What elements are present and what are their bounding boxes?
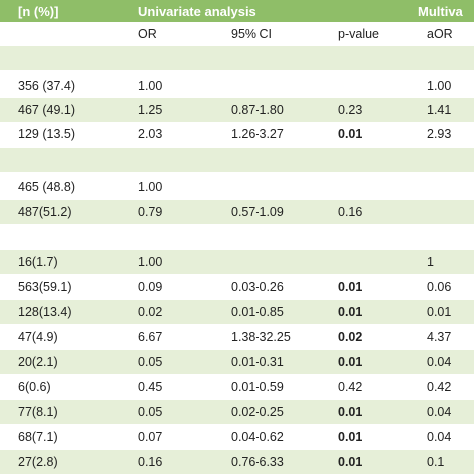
or-cell: 0.79	[138, 205, 163, 219]
table-row: 6(0.6) 0.45 0.01-0.59 0.42 0.42	[0, 375, 474, 399]
ci-cell: 0.03-0.26	[231, 280, 284, 294]
ci-cell: 0.57-1.09	[231, 205, 284, 219]
ci-cell: 0.01-0.31	[231, 355, 284, 369]
n-percent-header: [n (%)]	[18, 3, 59, 19]
table-row	[0, 46, 474, 70]
table-row: 16(1.7) 1.00 1	[0, 250, 474, 274]
aor-column-header: aOR	[427, 27, 453, 41]
pvalue-cell: 0.01	[338, 405, 363, 419]
table-row: 68(7.1) 0.07 0.04-0.62 0.01 0.04	[0, 425, 474, 449]
ci-cell: 1.38-32.25	[231, 330, 291, 344]
n-cell: 465 (48.8)	[18, 180, 75, 194]
or-column-header: OR	[138, 27, 157, 41]
or-cell: 0.05	[138, 355, 163, 369]
ci-cell: 0.01-0.59	[231, 380, 284, 394]
or-cell: 0.45	[138, 380, 163, 394]
table-row: 465 (48.8) 1.00	[0, 175, 474, 199]
or-cell: 0.07	[138, 430, 163, 444]
univariate-analysis-header: Univariate analysis	[138, 3, 256, 19]
or-cell: 1.00	[138, 180, 163, 194]
ci-cell: 1.26-3.27	[231, 127, 284, 141]
pvalue-cell: 0.23	[338, 103, 363, 117]
table-subheader-row: OR 95% CI p-value aOR	[0, 22, 474, 46]
or-cell: 1.00	[138, 255, 163, 269]
n-cell: 356 (37.4)	[18, 79, 75, 93]
aor-cell: 0.1	[427, 455, 445, 469]
ci-cell: 0.04-0.62	[231, 430, 284, 444]
aor-cell: 0.06	[427, 280, 452, 294]
pvalue-column-header: p-value	[338, 27, 379, 41]
n-cell: 16(1.7)	[18, 255, 58, 269]
n-cell: 77(8.1)	[18, 405, 58, 419]
or-cell: 0.16	[138, 455, 163, 469]
pvalue-cell: 0.01	[338, 455, 363, 469]
pvalue-cell: 0.01	[338, 127, 363, 141]
or-cell: 2.03	[138, 127, 163, 141]
ci-cell: 0.76-6.33	[231, 455, 284, 469]
or-cell: 1.00	[138, 79, 163, 93]
or-cell: 0.02	[138, 305, 163, 319]
ci-cell: 0.02-0.25	[231, 405, 284, 419]
ci-cell: 0.87-1.80	[231, 103, 284, 117]
table-row: 77(8.1) 0.05 0.02-0.25 0.01 0.04	[0, 400, 474, 424]
or-cell: 6.67	[138, 330, 163, 344]
aor-cell: 1.00	[427, 79, 452, 93]
aor-cell: 0.01	[427, 305, 452, 319]
table-row: 129 (13.5) 2.03 1.26-3.27 0.01 2.93	[0, 122, 474, 146]
table-row: 20(2.1) 0.05 0.01-0.31 0.01 0.04	[0, 350, 474, 374]
aor-cell: 0.42	[427, 380, 452, 394]
pvalue-cell: 0.01	[338, 280, 363, 294]
table-row	[0, 148, 474, 172]
table-row: 467 (49.1) 1.25 0.87-1.80 0.23 1.41	[0, 98, 474, 122]
table-row: 356 (37.4) 1.00 1.00	[0, 74, 474, 98]
n-cell: 487(51.2)	[18, 205, 72, 219]
aor-cell: 0.04	[427, 405, 452, 419]
n-cell: 563(59.1)	[18, 280, 72, 294]
table-row: 563(59.1) 0.09 0.03-0.26 0.01 0.06	[0, 275, 474, 299]
ci-column-header: 95% CI	[231, 27, 272, 41]
pvalue-cell: 0.01	[338, 430, 363, 444]
n-cell: 47(4.9)	[18, 330, 58, 344]
aor-cell: 1	[427, 255, 434, 269]
pvalue-cell: 0.02	[338, 330, 363, 344]
n-cell: 129 (13.5)	[18, 127, 75, 141]
table-header-row: [n (%)] Univariate analysis Multiva	[0, 0, 474, 22]
n-cell: 27(2.8)	[18, 455, 58, 469]
aor-cell: 0.04	[427, 355, 452, 369]
pvalue-cell: 0.01	[338, 305, 363, 319]
table-row: 128(13.4) 0.02 0.01-0.85 0.01 0.01	[0, 300, 474, 324]
aor-cell: 1.41	[427, 103, 452, 117]
aor-cell: 2.93	[427, 127, 452, 141]
table-row: 27(2.8) 0.16 0.76-6.33 0.01 0.1	[0, 450, 474, 474]
multivariate-analysis-header: Multiva	[418, 3, 463, 19]
n-cell: 20(2.1)	[18, 355, 58, 369]
aor-cell: 0.04	[427, 430, 452, 444]
n-cell: 467 (49.1)	[18, 103, 75, 117]
n-cell: 128(13.4)	[18, 305, 72, 319]
or-cell: 1.25	[138, 103, 163, 117]
pvalue-cell: 0.01	[338, 355, 363, 369]
or-cell: 0.05	[138, 405, 163, 419]
table-row: 487(51.2) 0.79 0.57-1.09 0.16	[0, 200, 474, 224]
ci-cell: 0.01-0.85	[231, 305, 284, 319]
aor-cell: 4.37	[427, 330, 452, 344]
table-row: 47(4.9) 6.67 1.38-32.25 0.02 4.37	[0, 325, 474, 349]
or-cell: 0.09	[138, 280, 163, 294]
n-cell: 68(7.1)	[18, 430, 58, 444]
table-row	[0, 224, 474, 248]
n-cell: 6(0.6)	[18, 380, 51, 394]
pvalue-cell: 0.16	[338, 205, 363, 219]
pvalue-cell: 0.42	[338, 380, 363, 394]
